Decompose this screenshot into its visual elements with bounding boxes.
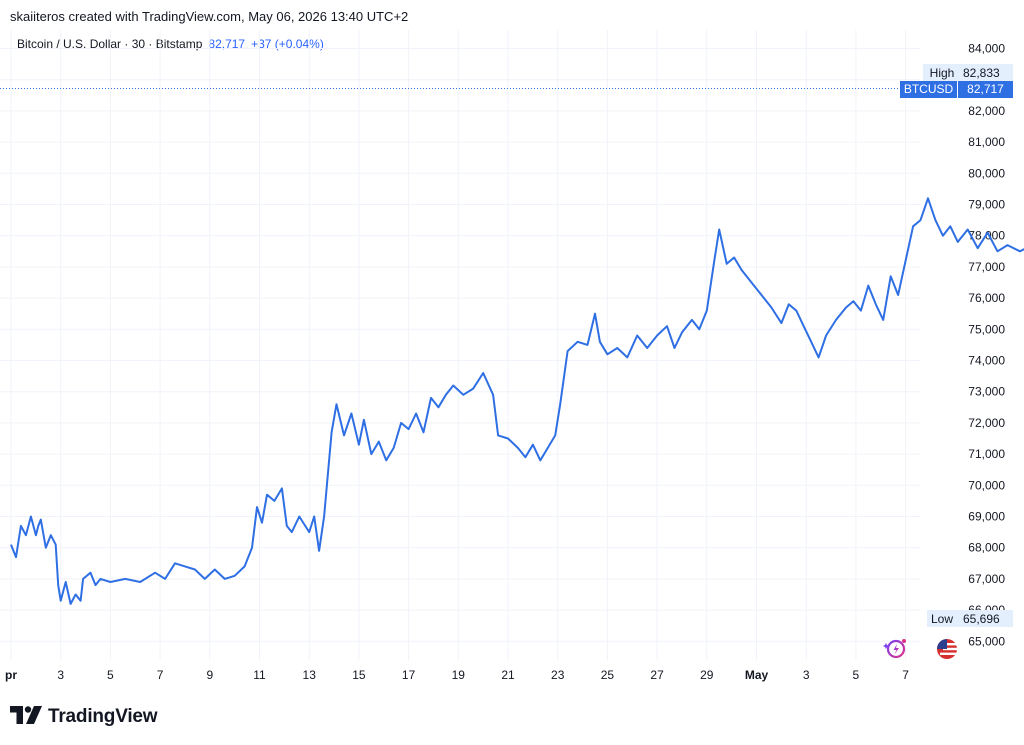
x-tick-label: 15 (352, 668, 366, 682)
x-tick-label: 17 (402, 668, 416, 682)
series-line-btcusd (10, 197, 1024, 605)
symbol-legend[interactable]: Bitcoin / U.S. Dollar · 30 · Bitstamp 82,… (17, 37, 324, 51)
last-price-badge-symbol: BTCUSD (900, 81, 957, 98)
high-badge-value: 82,833 (963, 65, 1000, 80)
price-change-value: +37 (+0.04%) (251, 37, 324, 51)
tradingview-brand[interactable]: TradingView (10, 704, 158, 730)
x-tick-label: 13 (303, 668, 317, 682)
y-tick-label: 68,000 (968, 541, 1005, 555)
chart-grid (0, 30, 920, 660)
x-tick-label: 3 (57, 668, 64, 682)
y-tick-label: 70,000 (968, 478, 1005, 492)
time-axis[interactable]: pr 3 5 7 9 11 13 15 17 19 21 23 25 27 29 May 3 5 7 (5, 668, 909, 682)
x-tick-label: 25 (601, 668, 615, 682)
high-badge: High 82,833 (923, 64, 1013, 81)
price-chart[interactable]: 65,00066,00067,00068,00069,00070,00071,0… (0, 0, 1024, 700)
y-tick-label: 79,000 (968, 198, 1005, 212)
x-tick-label: 27 (650, 668, 664, 682)
high-badge-label: High (929, 65, 955, 80)
y-tick-label: 72,000 (968, 416, 1005, 430)
x-tick-label: 5 (107, 668, 114, 682)
x-tick-label: 9 (206, 668, 213, 682)
symbol-title: Bitcoin / U.S. Dollar · 30 · Bitstamp (17, 37, 203, 51)
y-tick-label: 67,000 (968, 572, 1005, 586)
y-tick-label: 77,000 (968, 260, 1005, 274)
low-badge-value: 65,696 (963, 611, 1000, 626)
x-tick-label: 21 (501, 668, 515, 682)
low-badge: Low 65,696 (927, 610, 1013, 627)
x-tick-label: 5 (853, 668, 860, 682)
x-tick-label: 19 (452, 668, 466, 682)
y-tick-label: 74,000 (968, 354, 1005, 368)
y-tick-label: 71,000 (968, 447, 1005, 461)
low-badge-label: Low (930, 611, 953, 626)
x-tick-label: 7 (902, 668, 909, 682)
y-tick-label: 84,000 (968, 42, 1005, 56)
x-tick-label: 7 (157, 668, 164, 682)
y-tick-label: 73,000 (968, 385, 1005, 399)
y-tick-label: 69,000 (968, 510, 1005, 524)
x-tick-label: May (745, 668, 769, 682)
x-tick-label: 11 (253, 668, 266, 682)
x-tick-label: 23 (551, 668, 565, 682)
y-tick-label: 75,000 (968, 322, 1005, 336)
y-tick-label: 81,000 (968, 135, 1005, 149)
tradingview-wordmark: TradingView (48, 706, 158, 727)
chart-created-caption: skaiiteros created with TradingView.com,… (10, 9, 409, 24)
x-tick-label: pr (5, 668, 17, 682)
price-axis[interactable]: 65,00066,00067,00068,00069,00070,00071,0… (968, 42, 1005, 649)
last-price-badge: BTCUSD 82,717 (900, 81, 1013, 98)
y-tick-label: 80,000 (968, 166, 1005, 180)
magic-sparkle-icon[interactable] (882, 636, 908, 662)
tradingview-logo-icon (10, 705, 42, 729)
last-price-badge-value: 82,717 (958, 81, 1013, 98)
us-calendar-flag-icon[interactable] (934, 636, 960, 662)
x-tick-label: 3 (803, 668, 810, 682)
y-tick-label: 76,000 (968, 291, 1005, 305)
series-points (11, 88, 1024, 604)
y-tick-label: 65,000 (968, 634, 1005, 648)
y-tick-label: 82,000 (968, 104, 1005, 118)
last-price-value: 82,717 (208, 37, 246, 51)
x-tick-label: 29 (700, 668, 714, 682)
